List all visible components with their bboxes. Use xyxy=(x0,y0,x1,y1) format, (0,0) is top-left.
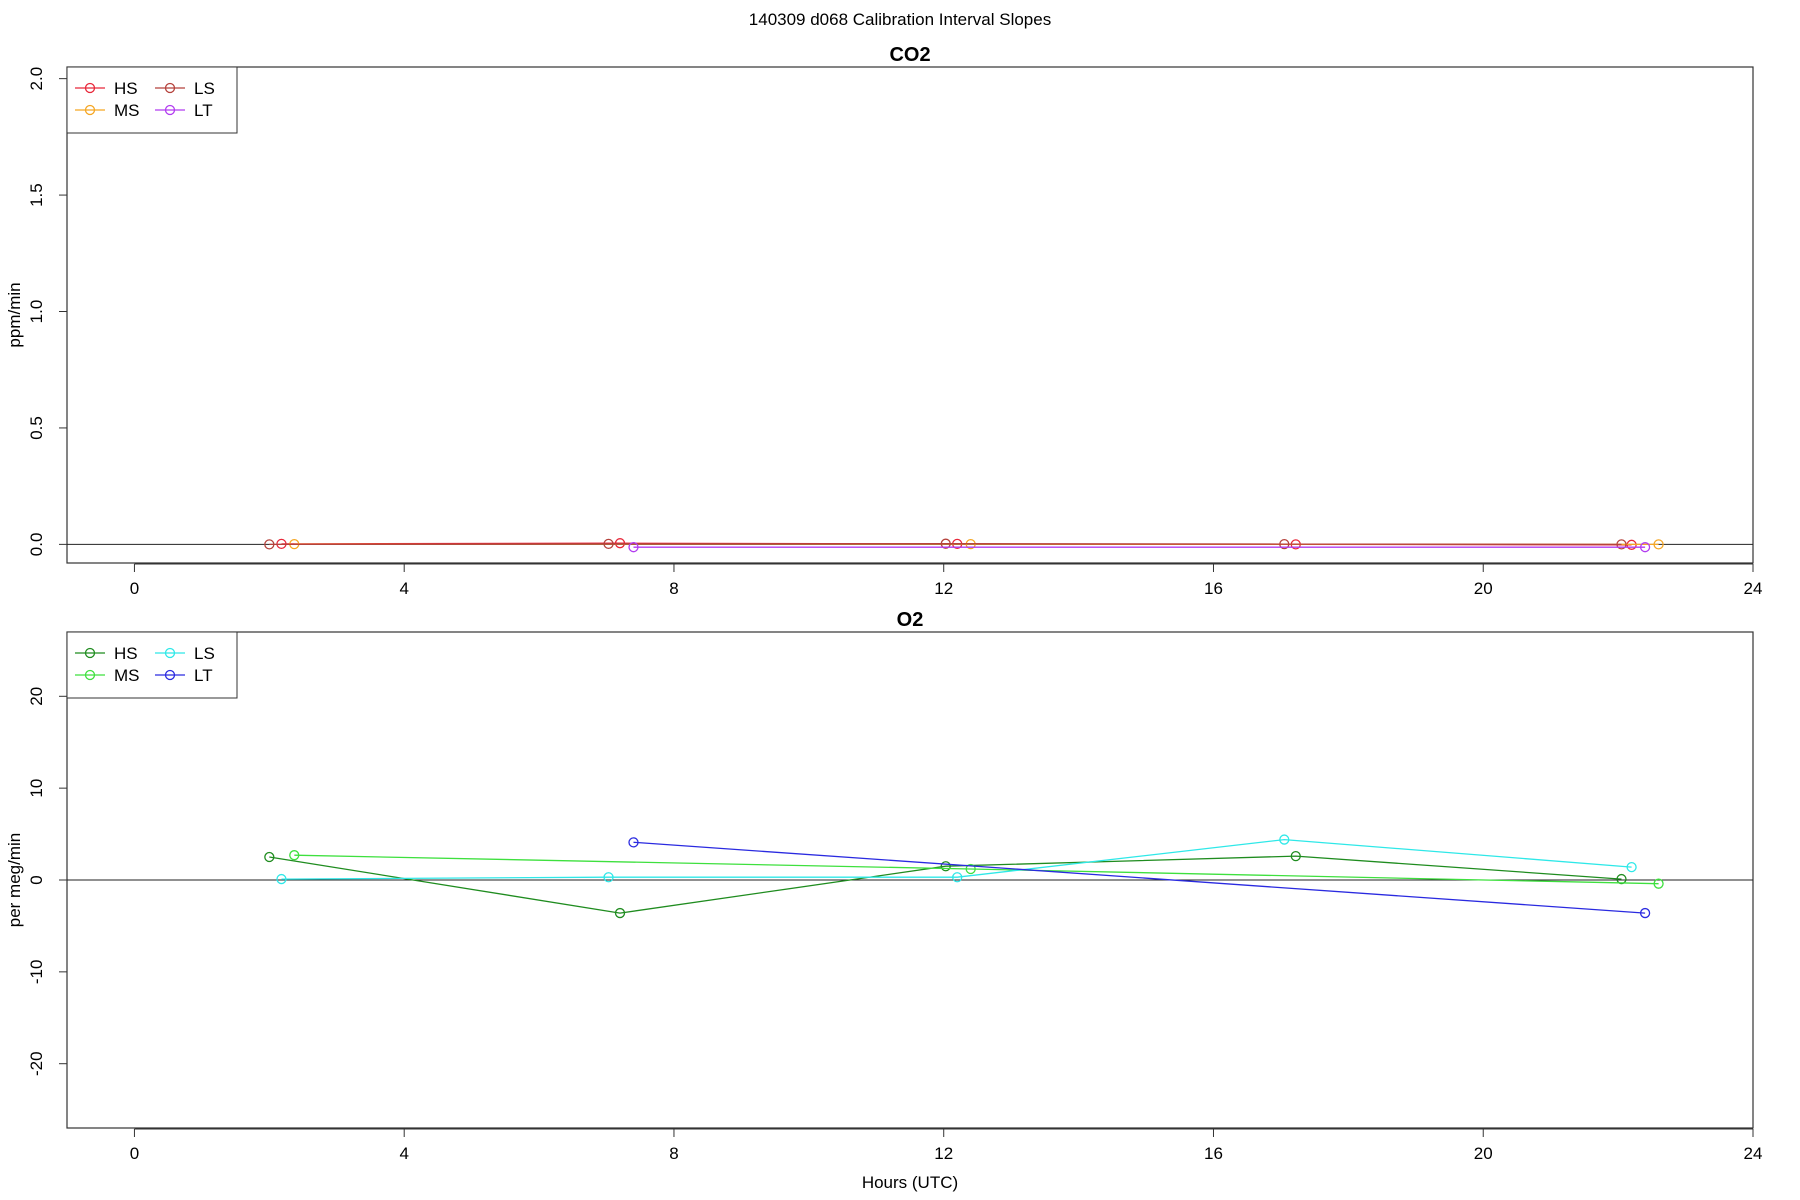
series-line xyxy=(281,838,1632,880)
data-point xyxy=(276,873,287,885)
data-point xyxy=(264,851,275,863)
panel-1: CO2 0 4 8 12 16 20 24 0.0 0.5 1.0 1.5 2.0 ppm/min HS MS… xyxy=(5,44,1762,598)
y-tick-label: 1.0 xyxy=(27,300,46,324)
y-tick-label: -20 xyxy=(27,1051,46,1076)
legend-item-ms: MS xyxy=(75,101,140,120)
series-lt xyxy=(628,542,1651,553)
data-point xyxy=(1639,907,1651,919)
x-tick-label: 0 xyxy=(130,579,139,598)
panel-2: O2 0 4 8 12 16 20 24 -20 -10 0 10 20 per meg/min Hours… xyxy=(5,609,1762,1192)
data-point xyxy=(603,872,614,883)
legend-swatch-point xyxy=(164,669,176,681)
plot-frame xyxy=(66,66,1754,564)
page-title: 140309 d068 Calibration Interval Slopes xyxy=(748,10,1052,29)
x-tick-label: 20 xyxy=(1474,1144,1493,1163)
series-line xyxy=(269,855,1622,914)
legend-label: MS xyxy=(114,101,140,120)
legend-label: HS xyxy=(114,644,138,663)
y-tick-label: 0 xyxy=(27,875,46,884)
data-point xyxy=(1290,850,1301,862)
x-axis-label: Hours (UTC) xyxy=(862,1173,958,1192)
data-point xyxy=(965,863,976,875)
legend-swatch-point xyxy=(164,104,176,116)
x-tick-label: 0 xyxy=(130,1144,139,1163)
legend-item-lt: LT xyxy=(155,666,213,685)
legend-box xyxy=(66,631,238,699)
data-point xyxy=(1279,834,1290,845)
x-tick-label: 8 xyxy=(669,1144,678,1163)
y-tick-label: 0.5 xyxy=(27,416,46,440)
data-point xyxy=(1639,542,1651,553)
legend-item-ls: LS xyxy=(155,79,215,98)
data-point xyxy=(940,861,951,872)
series-ls xyxy=(264,538,1627,550)
series-line xyxy=(269,543,1622,546)
x-tick-label: 20 xyxy=(1474,579,1493,598)
data-point xyxy=(1653,878,1664,889)
y-tick-label: 0.0 xyxy=(27,533,46,557)
series-lt xyxy=(628,837,1651,919)
series-hs xyxy=(264,850,1627,919)
legend-item-lt: LT xyxy=(155,101,213,120)
legend-item-ls: LS xyxy=(155,644,215,663)
data-point xyxy=(1626,861,1637,873)
legend-swatch-point xyxy=(84,647,96,659)
data-point xyxy=(1616,873,1627,885)
data-point xyxy=(628,837,639,848)
x-tick-label: 8 xyxy=(669,579,678,598)
legend-label: MS xyxy=(114,666,140,685)
data-point xyxy=(289,850,300,861)
series-ls xyxy=(276,834,1637,885)
legend-swatch-point xyxy=(84,82,96,94)
legend-item-hs: HS xyxy=(75,79,138,98)
legend-label: LT xyxy=(194,101,213,120)
legend-swatch-point xyxy=(84,669,96,681)
y-tick-label: -10 xyxy=(27,960,46,985)
data-point xyxy=(940,538,951,549)
y-axis-label: ppm/min xyxy=(5,282,24,347)
data-point xyxy=(1616,539,1627,550)
x-tick-label: 4 xyxy=(399,1144,408,1163)
x-tick-label: 16 xyxy=(1204,1144,1223,1163)
data-point xyxy=(1653,539,1664,550)
data-point xyxy=(603,538,614,550)
legend-swatch-point xyxy=(164,82,176,94)
legend-label: LS xyxy=(194,79,215,98)
y-axis-label: per meg/min xyxy=(5,833,24,927)
legend: HS MS LS LT xyxy=(66,631,238,699)
x-tick-label: 12 xyxy=(934,1144,953,1163)
data-point xyxy=(1279,538,1290,550)
x-tick-label: 24 xyxy=(1744,579,1763,598)
data-point xyxy=(614,538,626,549)
x-tick-label: 4 xyxy=(399,579,408,598)
series-ms xyxy=(289,850,1664,889)
panel-title: CO2 xyxy=(889,44,930,66)
legend: HS MS LS LT xyxy=(66,66,238,134)
series-line xyxy=(294,854,1659,885)
legend-label: LS xyxy=(194,644,215,663)
legend-box xyxy=(66,66,238,134)
y-tick-label: 2.0 xyxy=(27,67,46,91)
y-tick-label: 1.5 xyxy=(27,183,46,207)
data-point xyxy=(614,907,626,919)
legend-swatch-point xyxy=(84,104,96,116)
legend-label: HS xyxy=(114,79,138,98)
series-line xyxy=(633,841,1646,914)
y-tick-label: 10 xyxy=(27,779,46,798)
legend-label: LT xyxy=(194,666,213,685)
legend-item-hs: HS xyxy=(75,644,138,663)
x-tick-label: 12 xyxy=(934,579,953,598)
y-tick-label: 20 xyxy=(27,687,46,706)
legend-swatch-point xyxy=(164,647,176,659)
data-point xyxy=(264,539,275,550)
x-tick-label: 24 xyxy=(1744,1144,1763,1163)
panel-title: O2 xyxy=(897,609,924,631)
data-point xyxy=(628,542,639,553)
legend-item-ms: MS xyxy=(75,666,140,685)
data-point xyxy=(952,872,963,883)
x-tick-label: 16 xyxy=(1204,579,1223,598)
